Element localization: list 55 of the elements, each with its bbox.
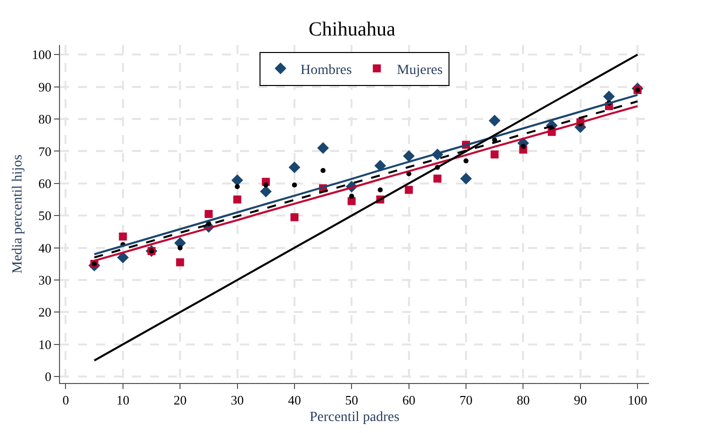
x-axis-title: Percentil padres: [310, 410, 400, 425]
point: [433, 174, 442, 183]
point: [402, 150, 415, 162]
point: [349, 194, 354, 199]
chart-title: Chihuahua: [308, 18, 396, 41]
x-tick-label: 30: [230, 392, 244, 408]
point: [603, 90, 615, 102]
y-tick-label: 90: [38, 79, 52, 94]
x-tick-label: 20: [174, 392, 187, 408]
y-axis-title: Media percentil hijos: [10, 154, 26, 274]
point: [292, 182, 297, 188]
point: [460, 172, 472, 184]
x-tick-label: 0: [62, 392, 69, 408]
x-tick-label: 40: [288, 392, 301, 408]
line-series: [93, 54, 639, 362]
point: [263, 182, 268, 188]
x-tick-label: 80: [516, 392, 530, 408]
point: [176, 258, 184, 266]
y-tick-label: 70: [38, 144, 52, 159]
legend-label: Hombres: [300, 62, 352, 78]
point: [520, 144, 526, 149]
y-tick-label: 50: [38, 208, 52, 224]
point: [234, 184, 240, 190]
y-tick-label: 30: [38, 272, 52, 288]
point: [464, 158, 469, 164]
legend-label: Mujeres: [396, 62, 443, 78]
y-tick-label: 60: [38, 176, 52, 191]
point: [490, 150, 499, 158]
point: [231, 174, 244, 186]
point: [117, 252, 129, 264]
y-tick-label: 0: [44, 369, 52, 384]
point: [178, 245, 183, 250]
point: [488, 114, 500, 126]
point: [348, 197, 356, 206]
point: [317, 142, 329, 154]
y-tick-label: 100: [32, 47, 52, 62]
x-tick-label: 10: [116, 392, 130, 408]
point: [404, 186, 413, 194]
y-tick-label: 20: [38, 304, 52, 320]
x-tick-label: 60: [402, 392, 416, 408]
point: [288, 161, 300, 174]
point: [378, 187, 383, 192]
point: [118, 232, 127, 241]
x-tick-label: 100: [628, 392, 648, 408]
point: [260, 186, 272, 198]
point: [204, 210, 213, 218]
x-tick-label: 70: [460, 392, 473, 408]
y-tick-label: 10: [38, 336, 52, 352]
point: [320, 168, 326, 174]
x-tick-label: 50: [345, 392, 358, 408]
point: [233, 196, 242, 204]
y-tick-label: 80: [38, 112, 52, 127]
y-tick-label: 40: [38, 240, 52, 256]
x-tick-label: 90: [574, 392, 587, 408]
point: [290, 213, 298, 222]
